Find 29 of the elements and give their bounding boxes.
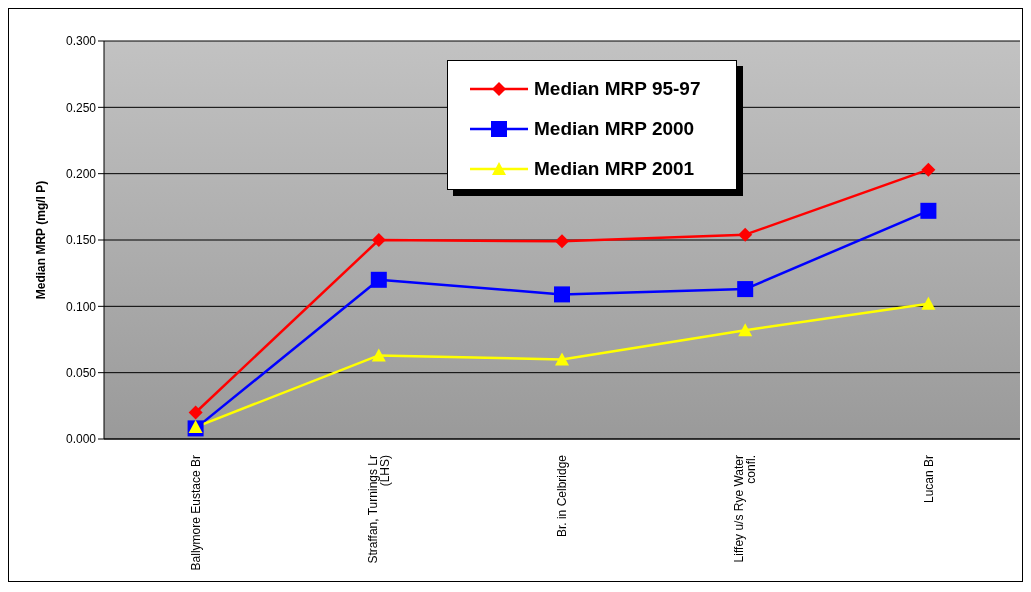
- point: [188, 405, 203, 420]
- x-tick-label: Lucan Br: [921, 455, 936, 504]
- y-axis-title: Median MRP (mg/l P): [34, 180, 49, 300]
- y-tick-label: 0.250: [65, 100, 97, 115]
- point: [920, 202, 937, 219]
- y-tick-label: 0.150: [65, 233, 97, 248]
- point: [738, 323, 753, 337]
- legend-label: Median MRP 2001: [534, 158, 695, 180]
- legend-label: Median MRP 2000: [534, 118, 695, 140]
- point: [555, 352, 569, 366]
- x-tick-label: Br. in Celbridge: [555, 454, 570, 538]
- x-tick-label: Liffey u/s Rye Water confl.: [732, 455, 759, 563]
- point: [921, 296, 936, 310]
- point: [370, 271, 387, 288]
- y-tick-label: 0.200: [65, 166, 97, 181]
- legend-label: Median MRP 95-97: [534, 78, 701, 100]
- y-tick-label: 0.100: [65, 299, 97, 314]
- x-tick-label: Ballymore Eustace Br: [188, 455, 203, 571]
- x-tick-label: Straffan, Turnings Lr (LHS): [366, 455, 393, 564]
- point: [555, 234, 569, 249]
- point: [371, 233, 386, 247]
- point: [554, 286, 570, 303]
- y-tick-label: 0.300: [65, 34, 97, 49]
- point: [738, 227, 753, 242]
- y-tick-label: 0.050: [65, 365, 97, 380]
- y-tick-label: 0.000: [65, 432, 97, 447]
- point: [921, 162, 936, 177]
- point: [371, 348, 386, 362]
- point: [737, 281, 754, 298]
